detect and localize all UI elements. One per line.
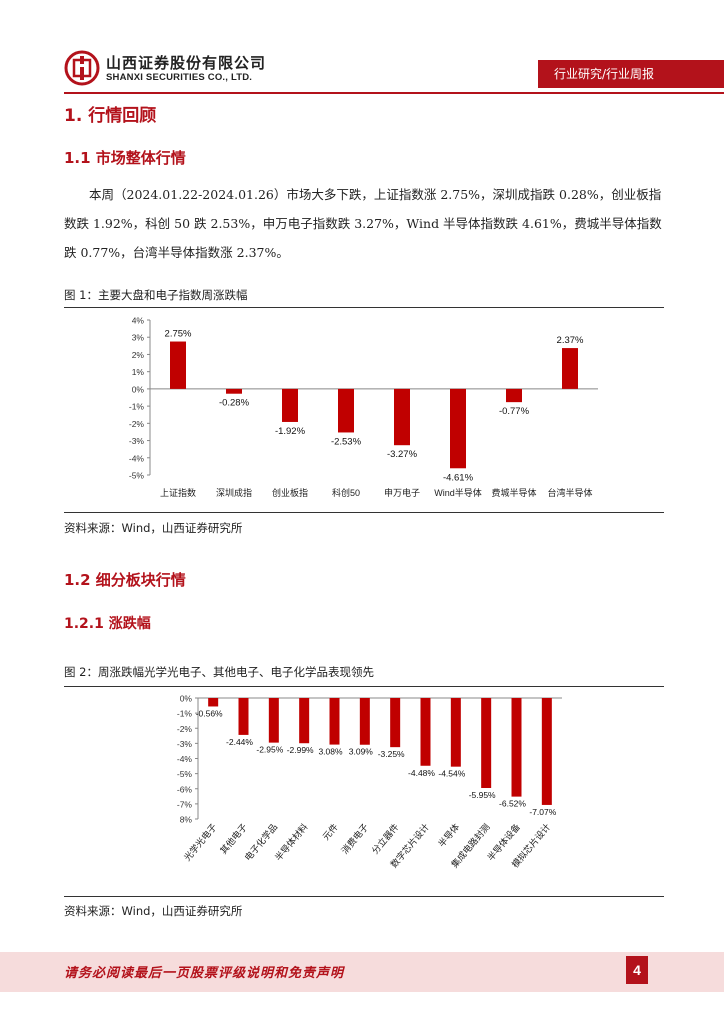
chart1-y-tick-label: -1% [129,402,145,412]
figure2-title: 图 2：周涨跌幅光学光电子、其他电子、电子化学品表现领先 [64,665,374,679]
chart2-bar [268,698,279,743]
section-title-1-1: 1.1 市场整体行情 [64,149,186,167]
chart2-category-label: 光学光电子 [181,821,218,863]
chart2-data-label: -7.07% [529,807,556,817]
chart1-bar [450,388,466,469]
figure1-chart: 4% 3% 2% 1% 0% -1% -2% -3% -4% -5% 2.75% 上证指数 -0.28%… [129,316,598,498]
chart2-category-label: 元件 [320,821,340,842]
chart1-y-tick-label: 2% [132,350,145,360]
chart1-category-label: 申万电子 [384,487,420,498]
chart2-data-label: 3.08% [318,747,343,757]
chart1-bar [562,348,578,389]
chart1-data-label: -1.92% [275,426,306,437]
chart2-bar [359,698,370,745]
chart2-data-label: -3.25% [378,749,405,759]
chart1-bar [506,388,522,403]
chart1-bar [394,388,410,446]
chart2-bar [541,698,552,805]
chart1-y-tick-label: -4% [129,453,145,463]
chart1-data-label: -4.61% [443,472,474,483]
chart2-data-label: -2.44% [226,737,253,747]
chart2-data-label: -5.95% [469,790,496,800]
chart1-category-label: 深圳成指 [216,487,252,498]
chart1-category-label: 台湾半导体 [547,487,592,498]
section-title-1-2: 1.2 细分板块行情 [64,571,186,589]
chart2-y-tick-label: -4% [177,754,193,764]
chart1-data-label: 2.75% [165,329,192,340]
chart1-category-label: 创业板指 [272,487,308,498]
company-logo-icon [64,50,100,86]
section-title-1: 1. 行情回顾 [64,106,157,126]
summary-paragraph: 本周（2024.01.22-2024.01.26）市场大多下跌，上证指数涨 2.… [64,180,664,267]
figure2-source: 资料来源：Wind，山西证券研究所 [64,904,243,918]
chart1-y-tick-label: -2% [129,419,145,429]
chart2-bar [481,698,492,788]
chart2-bar [299,698,310,744]
footer-band [0,952,724,992]
chart1-category-label: 费城半导体 [491,487,536,498]
chart1-y-tick-label: 0% [132,384,145,394]
figure2-top-rule [64,686,664,687]
chart1-y-tick-label: 3% [132,333,145,343]
section-title-1-2-1: 1.2.1 涨跌幅 [64,616,151,632]
chart2-data-label: -4.54% [438,769,465,779]
page-number: 4 [626,956,648,984]
chart1-y-tick-label: 4% [132,316,145,326]
header-divider [64,92,724,94]
chart1-data-label: -3.27% [387,449,418,460]
chart2-category-label: 消费电子 [339,821,371,856]
chart2-y-tick-label: 8% [180,815,193,825]
chart2-category-label: 分立器件 [369,821,401,856]
chart2-data-label: -4.48% [408,768,435,778]
figure1-title: 图 1：主要大盘和电子指数周涨跌幅 [64,288,248,302]
chart2-y-tick-label: -7% [177,799,193,809]
chart1-bar [170,341,186,389]
chart1-category-label: Wind半导体 [434,487,482,498]
figure1-top-rule [64,307,664,308]
figure1-bottom-rule [64,512,664,513]
chart1-data-label: -0.28% [219,398,250,409]
page-header: 山西证券股份有限公司 SHANXI SECURITIES CO., LTD. 行… [0,0,724,100]
chart1-data-label: -0.77% [499,406,530,417]
chart1-category-label: 科创50 [332,487,360,498]
chart2-data-label: 3.09% [349,747,374,757]
chart2-y-tick-label: -6% [177,784,193,794]
chart2-data-label: -6.52% [499,799,526,809]
chart1-bar [226,388,242,394]
chart2-bar [390,698,401,748]
summary-text: 本周（2024.01.22-2024.01.26）市场大多下跌，上证指数涨 2.… [64,187,662,260]
report-type-tag: 行业研究/行业周报 [538,60,724,88]
chart1-y-tick-label: -5% [129,471,145,481]
chart2-category-label: 其他电子 [217,821,249,856]
chart2-data-label: -0.56% [196,708,223,718]
chart1-bar [282,388,298,422]
chart2-bar [511,698,522,797]
figure2-chart: 0% -1% -2% -3% -4% -5% -6% -7% 8% -0.56% 光学光电子 -2.4… [177,694,562,870]
chart2-y-tick-label: -1% [177,709,193,719]
chart2-bar [450,698,461,767]
chart2-data-label: -2.95% [256,745,283,755]
chart1-bar [338,388,354,433]
chart1-y-tick-label: -3% [129,436,145,446]
chart2-bar [208,698,219,707]
company-name-en: SHANXI SECURITIES CO., LTD. [106,72,253,83]
chart1-data-label: -2.53% [331,436,362,447]
chart2-bar [238,698,249,735]
chart2-bar [329,698,340,745]
chart2-y-tick-label: -2% [177,724,193,734]
chart1-category-label: 上证指数 [160,487,196,498]
chart2-category-label: 半导体 [436,821,462,849]
chart2-bar [420,698,431,766]
chart1-y-tick-label: 1% [132,367,145,377]
chart2-y-tick-label: -5% [177,769,193,779]
footer-disclaimer: 请务必阅读最后一页股票评级说明和免责声明 [64,966,345,981]
company-name-cn: 山西证券股份有限公司 [106,54,267,72]
chart1-data-label: 2.37% [557,335,584,346]
chart2-data-label: -2.99% [287,745,314,755]
chart2-y-tick-label: 0% [180,694,193,704]
figure1-source: 资料来源：Wind，山西证券研究所 [64,521,243,535]
figure2-bottom-rule [64,896,664,897]
chart2-y-tick-label: -3% [177,739,193,749]
